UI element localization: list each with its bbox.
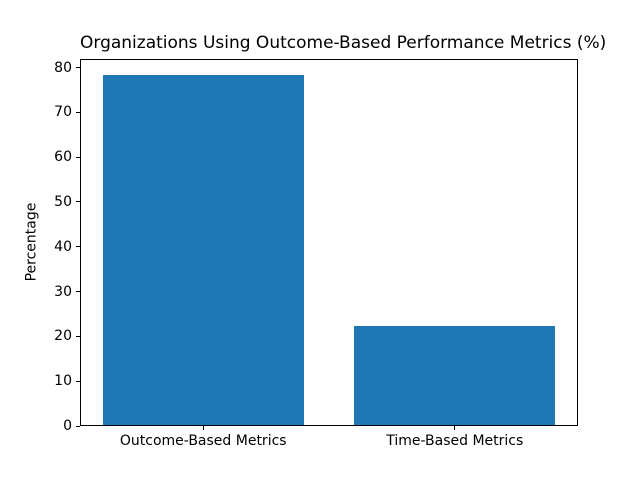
y-tick-label: 20 — [54, 328, 72, 345]
y-tick-mark — [76, 335, 80, 337]
y-tick-label: 50 — [54, 193, 72, 210]
x-tick-mark — [454, 426, 456, 430]
x-tick-label: Time-Based Metrics — [386, 433, 524, 449]
y-tick-label: 30 — [54, 283, 72, 300]
y-tick-mark — [76, 291, 80, 293]
y-tick-mark — [76, 111, 80, 113]
y-tick-mark — [76, 201, 80, 203]
y-tick-label: 10 — [54, 373, 72, 390]
plot-area — [80, 59, 578, 426]
y-tick-label: 70 — [54, 104, 72, 121]
y-tick-mark — [76, 425, 80, 427]
y-tick-mark — [76, 156, 80, 158]
chart-title: Organizations Using Outcome-Based Perfor… — [80, 33, 607, 53]
y-tick-label: 80 — [54, 59, 72, 76]
y-tick-mark — [76, 380, 80, 382]
bar-time-based-metrics — [354, 326, 556, 425]
x-tick-mark — [202, 426, 204, 430]
y-tick-label: 60 — [54, 149, 72, 166]
y-tick-mark — [76, 246, 80, 248]
x-tick-label: Outcome-Based Metrics — [119, 433, 287, 449]
bar-outcome-based-metrics — [102, 75, 304, 425]
y-tick-label: 40 — [54, 238, 72, 255]
y-tick-mark — [76, 67, 80, 68]
y-tick-label: 0 — [63, 418, 72, 434]
